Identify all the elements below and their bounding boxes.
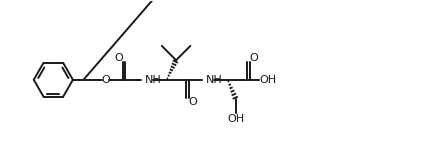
- Text: OH: OH: [227, 114, 244, 124]
- Text: O: O: [189, 97, 198, 107]
- Text: O: O: [101, 75, 110, 85]
- Text: O: O: [114, 53, 123, 63]
- Text: OH: OH: [259, 75, 276, 85]
- Text: O: O: [250, 53, 258, 63]
- Text: NH: NH: [145, 75, 162, 85]
- Text: NH: NH: [206, 75, 223, 85]
